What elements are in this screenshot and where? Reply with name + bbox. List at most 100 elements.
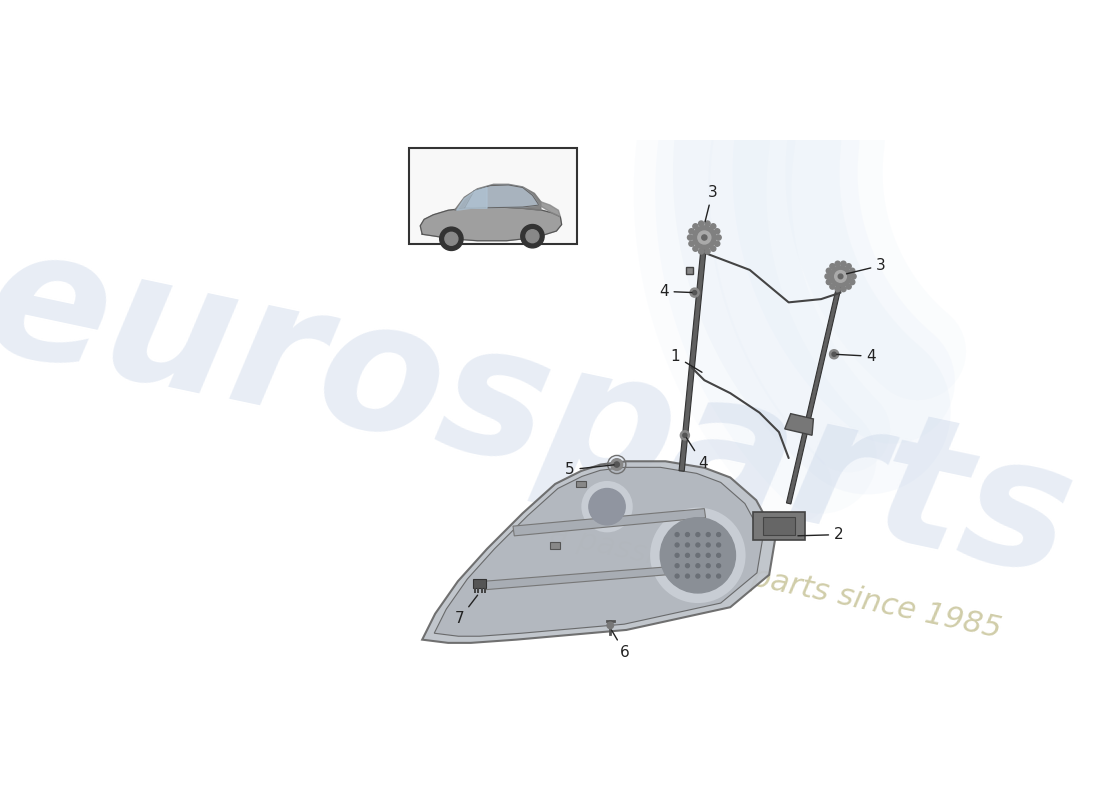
- Circle shape: [698, 249, 704, 254]
- Circle shape: [840, 261, 846, 266]
- Circle shape: [696, 554, 700, 558]
- Circle shape: [838, 274, 843, 278]
- Text: a passion for parts since 1985: a passion for parts since 1985: [547, 519, 1004, 643]
- Text: 6: 6: [612, 630, 630, 660]
- Circle shape: [717, 564, 720, 568]
- Circle shape: [683, 434, 686, 438]
- Polygon shape: [434, 467, 763, 636]
- Polygon shape: [786, 279, 843, 504]
- Circle shape: [835, 261, 840, 266]
- Circle shape: [711, 246, 716, 251]
- Circle shape: [693, 246, 698, 251]
- Text: 7: 7: [454, 595, 477, 626]
- Text: 3: 3: [705, 185, 717, 222]
- Circle shape: [705, 221, 711, 226]
- Circle shape: [717, 543, 720, 547]
- Circle shape: [697, 231, 711, 244]
- Polygon shape: [679, 241, 707, 471]
- Circle shape: [651, 509, 745, 602]
- Circle shape: [835, 286, 840, 292]
- Circle shape: [717, 533, 720, 537]
- Circle shape: [835, 270, 846, 282]
- Circle shape: [846, 284, 851, 289]
- Circle shape: [588, 489, 625, 525]
- Circle shape: [685, 554, 690, 558]
- Circle shape: [706, 554, 711, 558]
- Circle shape: [825, 274, 830, 279]
- Text: 5: 5: [565, 462, 614, 478]
- Polygon shape: [484, 567, 667, 590]
- Circle shape: [830, 266, 851, 286]
- Bar: [685, 266, 693, 274]
- Circle shape: [685, 543, 690, 547]
- Circle shape: [689, 241, 694, 246]
- Circle shape: [849, 268, 855, 274]
- Bar: [484, 588, 486, 593]
- Circle shape: [698, 221, 704, 226]
- Bar: [477, 588, 480, 593]
- Circle shape: [717, 554, 720, 558]
- Circle shape: [660, 518, 736, 593]
- Text: 1: 1: [671, 349, 702, 372]
- Circle shape: [705, 249, 711, 254]
- Circle shape: [832, 352, 836, 356]
- Circle shape: [840, 286, 846, 292]
- Circle shape: [716, 235, 722, 240]
- Circle shape: [582, 482, 631, 531]
- Circle shape: [696, 533, 700, 537]
- Circle shape: [610, 458, 623, 470]
- Circle shape: [526, 230, 539, 242]
- Polygon shape: [420, 207, 562, 241]
- Circle shape: [717, 574, 720, 578]
- Circle shape: [851, 274, 856, 279]
- Circle shape: [444, 232, 458, 246]
- Circle shape: [706, 574, 711, 578]
- Circle shape: [614, 462, 619, 467]
- Circle shape: [706, 564, 711, 568]
- Circle shape: [846, 264, 851, 269]
- Circle shape: [849, 279, 855, 285]
- Text: 2: 2: [798, 527, 844, 542]
- Polygon shape: [784, 414, 813, 435]
- Circle shape: [826, 268, 832, 274]
- Circle shape: [689, 229, 694, 234]
- Circle shape: [826, 279, 832, 285]
- Circle shape: [706, 533, 711, 537]
- Circle shape: [688, 235, 693, 240]
- Circle shape: [440, 227, 463, 250]
- Circle shape: [675, 574, 679, 578]
- Bar: [474, 588, 476, 593]
- Circle shape: [706, 543, 711, 547]
- Text: 3: 3: [847, 258, 886, 274]
- Circle shape: [675, 543, 679, 547]
- Circle shape: [711, 224, 716, 229]
- Bar: [576, 481, 586, 487]
- Circle shape: [680, 430, 690, 440]
- Circle shape: [520, 225, 544, 248]
- Circle shape: [685, 574, 690, 578]
- Text: eurosparts: eurosparts: [0, 212, 1088, 614]
- Polygon shape: [422, 462, 776, 643]
- Circle shape: [702, 235, 707, 240]
- Bar: [473, 578, 486, 588]
- Circle shape: [829, 264, 835, 269]
- Polygon shape: [754, 512, 805, 541]
- Bar: [409, 148, 576, 244]
- Circle shape: [690, 288, 700, 297]
- Bar: [762, 517, 795, 535]
- Circle shape: [696, 564, 700, 568]
- Circle shape: [715, 229, 719, 234]
- Text: 4: 4: [837, 349, 876, 364]
- Circle shape: [829, 350, 838, 358]
- Circle shape: [675, 554, 679, 558]
- Circle shape: [696, 543, 700, 547]
- Bar: [481, 588, 483, 593]
- Circle shape: [685, 564, 690, 568]
- Circle shape: [693, 226, 716, 249]
- Circle shape: [607, 622, 614, 629]
- Circle shape: [675, 564, 679, 568]
- Circle shape: [696, 574, 700, 578]
- Text: 4: 4: [659, 284, 692, 299]
- Text: 4: 4: [686, 438, 707, 470]
- Bar: [550, 542, 560, 549]
